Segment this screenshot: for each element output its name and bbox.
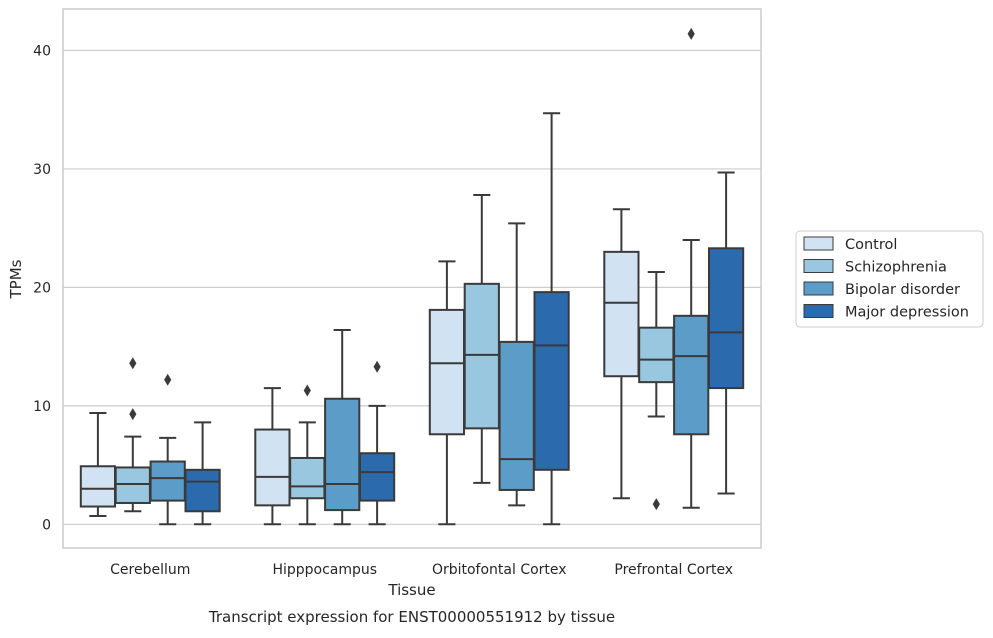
box-body bbox=[463, 282, 500, 430]
outlier-point bbox=[373, 360, 381, 373]
box bbox=[673, 27, 710, 509]
x-axis-ticks: Cerebellum Hipppocampus Orbitofontal Corte… bbox=[110, 562, 733, 578]
box bbox=[638, 270, 675, 511]
box-series bbox=[79, 27, 745, 526]
outlier-point bbox=[129, 408, 137, 421]
y-tick-label: 20 bbox=[33, 280, 51, 296]
box bbox=[358, 360, 396, 526]
box bbox=[254, 387, 291, 526]
box-body bbox=[673, 314, 710, 436]
outlier-point bbox=[687, 27, 695, 40]
box-body bbox=[114, 466, 151, 504]
x-tick-label: Orbitofontal Cortex bbox=[432, 562, 567, 578]
plot-frame bbox=[62, 8, 762, 549]
box bbox=[428, 260, 466, 526]
box bbox=[114, 357, 151, 513]
y-tick-label: 30 bbox=[33, 162, 51, 178]
legend-swatch bbox=[803, 304, 834, 318]
x-tick-label: Cerebellum bbox=[110, 562, 190, 578]
legend-swatch bbox=[803, 236, 834, 251]
box bbox=[463, 193, 500, 484]
x-tick-label: Hipppocampus bbox=[272, 562, 377, 578]
box-body bbox=[254, 428, 291, 507]
legend-label: Bipolar disorder bbox=[845, 282, 960, 298]
box-body bbox=[184, 468, 221, 513]
grid-lines bbox=[63, 49, 761, 525]
legend: Control Schizophrenia Bipolar disorder Majo… bbox=[795, 230, 984, 328]
y-axis-ticks: 0 10 20 30 40 bbox=[33, 43, 51, 533]
box bbox=[184, 421, 221, 526]
plot-background bbox=[63, 9, 761, 548]
box-body bbox=[428, 308, 466, 436]
box bbox=[79, 411, 117, 518]
legend-label: Schizophrenia bbox=[845, 260, 947, 276]
y-tick-label: 0 bbox=[42, 517, 51, 533]
outlier-point bbox=[129, 357, 137, 370]
box-body bbox=[638, 326, 675, 384]
box-body bbox=[289, 456, 326, 500]
box-body bbox=[358, 452, 396, 502]
box-body bbox=[498, 340, 535, 491]
box bbox=[289, 384, 326, 526]
box-body bbox=[324, 397, 361, 512]
outlier-point bbox=[652, 498, 660, 511]
chart-caption: Transcript expression for ENST0000055191… bbox=[208, 608, 615, 626]
box bbox=[707, 171, 745, 495]
y-tick-label: 40 bbox=[33, 43, 51, 59]
legend-frame bbox=[795, 230, 984, 328]
box-body bbox=[603, 250, 640, 378]
legend-swatch bbox=[803, 259, 834, 273]
outlier-point bbox=[303, 384, 311, 397]
box-body bbox=[707, 247, 745, 390]
legend-swatch bbox=[803, 281, 834, 296]
x-tick-label: Prefrontal Cortex bbox=[614, 562, 733, 578]
x-axis-title: Tissue bbox=[387, 581, 435, 599]
outlier-point bbox=[164, 373, 172, 386]
y-tick-label: 10 bbox=[33, 399, 51, 415]
box bbox=[498, 222, 535, 507]
y-axis-title: TPMs bbox=[7, 259, 25, 299]
box-body bbox=[533, 291, 570, 471]
box bbox=[533, 112, 570, 526]
box bbox=[603, 208, 640, 500]
legend-label: Control bbox=[845, 237, 897, 253]
legend-label: Major depression bbox=[845, 305, 969, 321]
box-body bbox=[149, 460, 186, 502]
box-body bbox=[79, 465, 117, 508]
